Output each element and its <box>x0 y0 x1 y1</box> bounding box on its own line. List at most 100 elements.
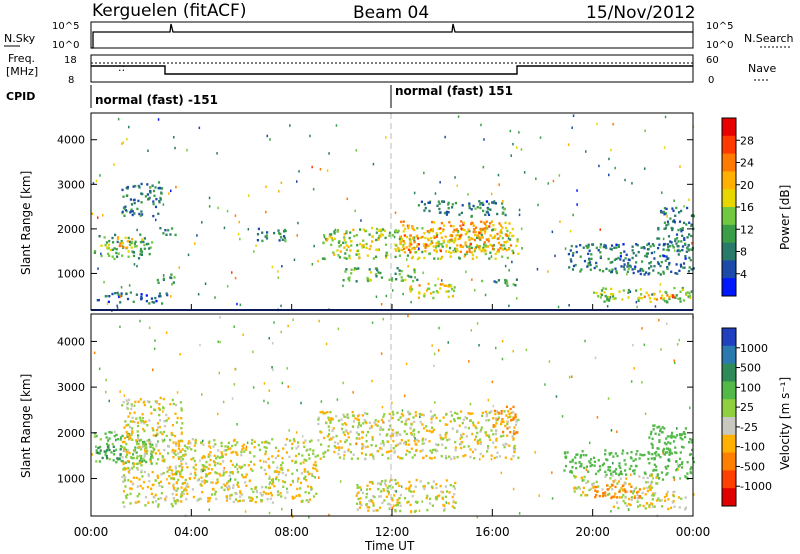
heatmap-cell <box>664 290 667 294</box>
heatmap-cell <box>99 449 102 452</box>
heatmap-cell <box>614 479 617 482</box>
heatmap-cell <box>163 424 166 428</box>
heatmap-cell <box>470 329 472 332</box>
heatmap-cell <box>188 446 191 449</box>
heatmap-cell <box>160 192 163 195</box>
heatmap-cell <box>503 410 506 413</box>
heatmap-cell <box>658 499 661 502</box>
heatmap-cell <box>507 410 510 413</box>
heatmap-cell <box>133 201 136 205</box>
heatmap-cell <box>136 442 139 446</box>
heatmap-cell <box>347 436 350 439</box>
heatmap-cell <box>503 445 506 449</box>
heatmap-cell <box>388 480 391 483</box>
heatmap-cell <box>666 472 669 475</box>
heatmap-cell <box>627 291 630 294</box>
heatmap-cell <box>380 352 383 355</box>
heatmap-cell <box>682 299 685 302</box>
heatmap-cell <box>637 490 640 493</box>
heatmap-cell <box>129 198 132 201</box>
heatmap-cell <box>252 350 254 354</box>
heatmap-cell <box>408 245 411 248</box>
heatmap-cell <box>682 266 685 269</box>
heatmap-cell <box>605 458 608 461</box>
heatmap-cell <box>208 440 211 443</box>
heatmap-cell <box>364 453 367 456</box>
heatmap-cell <box>365 503 368 506</box>
heatmap-cell <box>407 487 411 490</box>
heatmap-cell <box>349 450 352 454</box>
heatmap-cell <box>627 296 630 299</box>
heatmap-cell <box>158 295 161 298</box>
heatmap-cell <box>448 284 451 287</box>
heatmap-cell <box>653 494 656 497</box>
heatmap-cell <box>355 494 358 497</box>
heatmap-cell <box>322 412 325 415</box>
heatmap-cell <box>430 416 433 419</box>
heatmap-cell <box>597 295 600 298</box>
heatmap-cell <box>146 193 149 196</box>
heatmap-cell <box>326 411 329 414</box>
heatmap-cell <box>504 213 507 217</box>
heatmap-cell <box>416 278 419 282</box>
heatmap-cell <box>479 441 482 444</box>
heatmap-cell <box>656 474 659 477</box>
heatmap-cell <box>435 416 438 420</box>
heatmap-cell <box>410 433 413 436</box>
heatmap-cell <box>164 229 167 232</box>
heatmap-cell <box>692 460 695 464</box>
heatmap-cell <box>679 227 682 231</box>
heatmap-cell <box>113 257 116 261</box>
heatmap-cell <box>178 444 181 447</box>
heatmap-cell <box>492 201 495 205</box>
heatmap-cell <box>618 496 621 499</box>
heatmap-cell <box>332 436 335 439</box>
heatmap-cell <box>254 500 257 504</box>
heatmap-cell <box>653 297 656 300</box>
heatmap-cell <box>217 412 219 416</box>
heatmap-cell <box>370 498 373 502</box>
heatmap-cell <box>681 438 684 441</box>
heatmap-cell <box>650 474 653 477</box>
heatmap-cell <box>124 420 127 423</box>
heatmap-cell <box>245 484 248 487</box>
heatmap-cell <box>672 209 675 212</box>
heatmap-cell <box>411 255 414 259</box>
heatmap-cell <box>608 173 610 177</box>
heatmap-cell <box>99 438 102 441</box>
heatmap-cell <box>423 295 426 298</box>
heatmap-cell <box>420 200 423 203</box>
heatmap-cell <box>355 431 359 434</box>
heatmap-cell <box>627 264 630 267</box>
heatmap-cell <box>185 485 188 488</box>
heatmap-cell <box>222 472 226 475</box>
heatmap-cell <box>360 244 364 247</box>
heatmap-cell <box>508 444 511 447</box>
heatmap-cell <box>677 228 680 232</box>
heatmap-cell <box>265 234 268 237</box>
heatmap-cell <box>104 432 107 435</box>
heatmap-cell <box>630 498 633 502</box>
heatmap-cell <box>534 451 536 454</box>
heatmap-cell <box>192 466 195 469</box>
heatmap-cell <box>278 190 280 193</box>
heatmap-cell <box>182 482 185 485</box>
heatmap-cell <box>275 476 278 479</box>
heatmap-cell <box>125 406 129 409</box>
heatmap-cell <box>510 419 513 422</box>
heatmap-cell <box>218 456 221 459</box>
heatmap-cell <box>436 233 439 236</box>
heatmap-cell <box>368 499 371 503</box>
heatmap-cell <box>173 434 177 438</box>
heatmap-cell <box>512 455 515 458</box>
heatmap-cell <box>643 453 646 457</box>
heatmap-cell <box>616 430 618 433</box>
heatmap-cell <box>433 221 436 224</box>
heatmap-cell <box>410 447 413 450</box>
heatmap-cell <box>622 499 625 503</box>
heatmap-cell <box>437 277 439 281</box>
heatmap-cell <box>660 471 664 474</box>
heatmap-cell <box>122 141 124 144</box>
heatmap-cell <box>239 303 242 307</box>
heatmap-cell <box>443 284 446 287</box>
